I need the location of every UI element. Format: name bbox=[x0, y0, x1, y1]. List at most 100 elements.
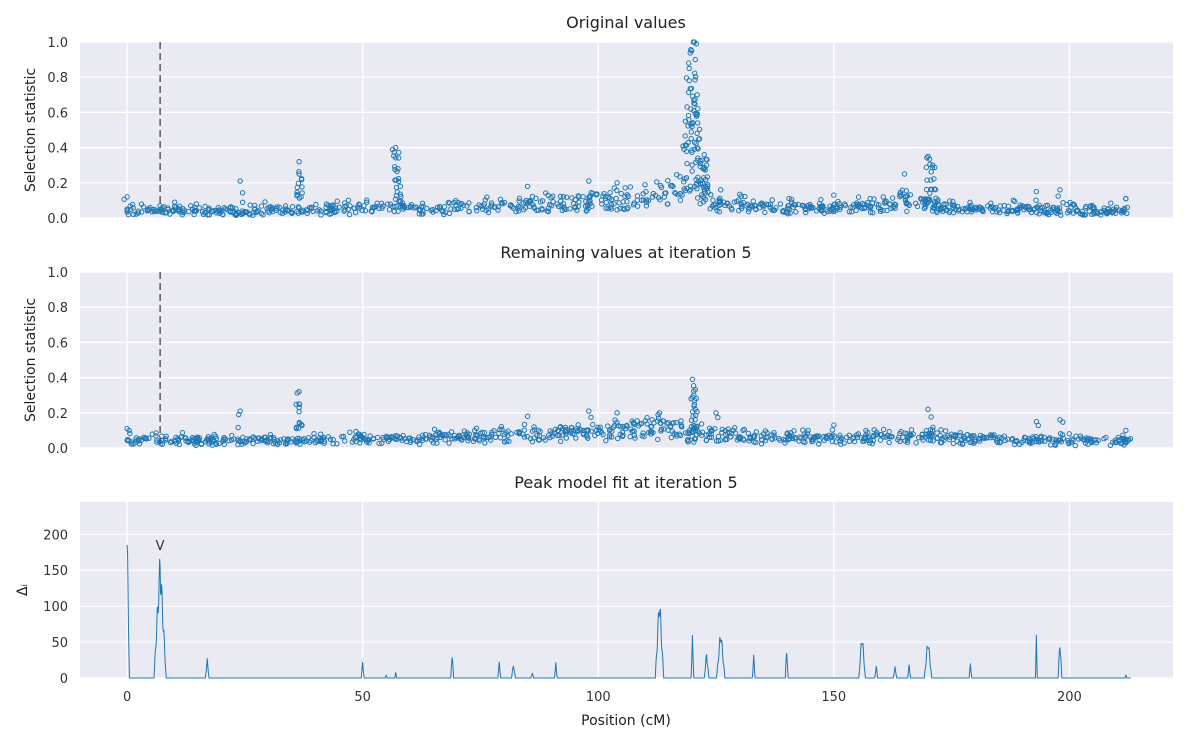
data-point bbox=[679, 424, 685, 430]
data-point bbox=[631, 432, 638, 439]
data-point bbox=[693, 395, 699, 402]
data-point bbox=[947, 198, 953, 204]
data-point bbox=[482, 197, 489, 203]
data-point bbox=[937, 440, 944, 446]
data-point bbox=[345, 206, 351, 213]
data-point bbox=[686, 60, 692, 66]
data-point bbox=[1019, 203, 1026, 209]
data-point bbox=[957, 440, 963, 446]
data-point bbox=[887, 201, 893, 208]
data-point bbox=[351, 205, 357, 211]
data-point bbox=[634, 193, 641, 199]
data-point bbox=[1082, 440, 1089, 446]
data-point bbox=[531, 424, 537, 430]
data-point bbox=[267, 431, 274, 438]
data-point bbox=[925, 433, 931, 439]
data-point bbox=[135, 208, 141, 214]
data-point bbox=[608, 196, 615, 203]
data-point bbox=[128, 441, 134, 447]
data-point bbox=[491, 427, 497, 434]
data-point bbox=[922, 434, 929, 440]
data-point bbox=[130, 211, 136, 218]
panel1-grid bbox=[80, 41, 1173, 219]
data-point bbox=[334, 440, 340, 447]
data-point bbox=[1065, 207, 1072, 214]
data-point bbox=[742, 193, 748, 200]
data-point bbox=[883, 434, 889, 440]
data-point bbox=[687, 183, 694, 189]
data-point bbox=[707, 206, 713, 212]
y-tick-label: 0 bbox=[60, 672, 68, 687]
data-point bbox=[466, 208, 472, 215]
data-point bbox=[686, 429, 692, 436]
data-point bbox=[455, 435, 462, 441]
data-point bbox=[928, 177, 934, 183]
data-point bbox=[632, 435, 638, 441]
data-point bbox=[499, 426, 505, 433]
data-point bbox=[573, 435, 579, 441]
data-point bbox=[644, 199, 650, 205]
data-point bbox=[537, 199, 544, 205]
data-point bbox=[685, 436, 691, 443]
data-point bbox=[918, 195, 924, 202]
data-point bbox=[552, 430, 558, 436]
data-point bbox=[830, 206, 836, 213]
data-point bbox=[568, 428, 575, 435]
panel2-title: Remaining values at iteration 5 bbox=[500, 243, 751, 262]
data-point bbox=[693, 140, 699, 147]
data-point bbox=[929, 427, 936, 433]
data-point bbox=[657, 197, 663, 203]
data-point bbox=[407, 439, 414, 446]
data-point bbox=[630, 202, 637, 208]
data-point bbox=[854, 434, 861, 440]
data-point bbox=[397, 191, 403, 197]
data-point bbox=[760, 204, 766, 210]
data-point bbox=[889, 195, 896, 201]
data-point bbox=[904, 439, 911, 446]
data-point bbox=[762, 209, 768, 216]
data-point bbox=[240, 434, 246, 441]
data-point bbox=[1044, 202, 1051, 209]
data-point bbox=[809, 438, 815, 445]
data-point bbox=[1107, 442, 1114, 449]
data-point bbox=[603, 193, 609, 200]
data-point bbox=[689, 168, 695, 174]
data-point bbox=[665, 419, 671, 426]
data-point bbox=[126, 427, 132, 434]
data-point bbox=[785, 203, 792, 209]
data-point bbox=[989, 208, 996, 215]
data-point bbox=[1035, 422, 1041, 429]
data-point bbox=[634, 418, 641, 424]
data-point bbox=[534, 432, 540, 439]
data-point bbox=[562, 427, 569, 434]
data-point bbox=[857, 204, 864, 210]
data-point bbox=[550, 199, 556, 205]
data-point bbox=[642, 182, 648, 188]
data-point bbox=[1110, 206, 1117, 212]
data-point bbox=[473, 425, 480, 432]
data-point bbox=[704, 174, 711, 180]
data-point bbox=[202, 439, 209, 445]
data-point bbox=[994, 439, 1001, 445]
data-point bbox=[402, 435, 408, 442]
data-point bbox=[695, 146, 701, 152]
data-point bbox=[1031, 435, 1037, 441]
data-point bbox=[952, 432, 959, 438]
data-point bbox=[176, 206, 182, 212]
data-point bbox=[413, 204, 419, 210]
data-point bbox=[1022, 435, 1029, 441]
data-point bbox=[1123, 427, 1129, 434]
data-point bbox=[938, 204, 944, 210]
data-point bbox=[689, 376, 696, 383]
data-point bbox=[900, 434, 906, 441]
data-point bbox=[295, 438, 301, 445]
data-point bbox=[691, 146, 698, 152]
data-point bbox=[392, 203, 398, 210]
x-axis-label: Position (cM) bbox=[581, 713, 671, 729]
data-point bbox=[741, 426, 748, 433]
data-point bbox=[190, 438, 197, 444]
data-point bbox=[379, 440, 385, 446]
data-point bbox=[792, 436, 799, 442]
data-point bbox=[1072, 442, 1079, 449]
data-point bbox=[960, 206, 966, 212]
